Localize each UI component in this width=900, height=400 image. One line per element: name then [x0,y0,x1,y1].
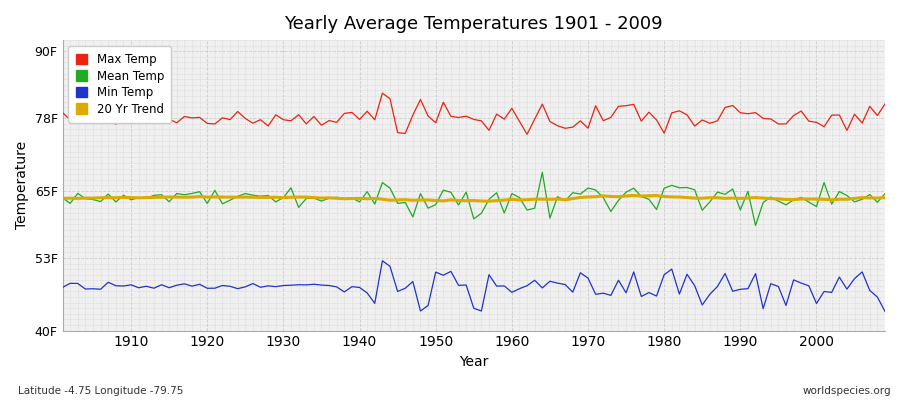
Title: Yearly Average Temperatures 1901 - 2009: Yearly Average Temperatures 1901 - 2009 [284,15,663,33]
X-axis label: Year: Year [459,355,489,369]
Text: worldspecies.org: worldspecies.org [803,386,891,396]
Y-axis label: Temperature: Temperature [15,141,29,230]
Legend: Max Temp, Mean Temp, Min Temp, 20 Yr Trend: Max Temp, Mean Temp, Min Temp, 20 Yr Tre… [68,46,171,123]
Text: Latitude -4.75 Longitude -79.75: Latitude -4.75 Longitude -79.75 [18,386,184,396]
